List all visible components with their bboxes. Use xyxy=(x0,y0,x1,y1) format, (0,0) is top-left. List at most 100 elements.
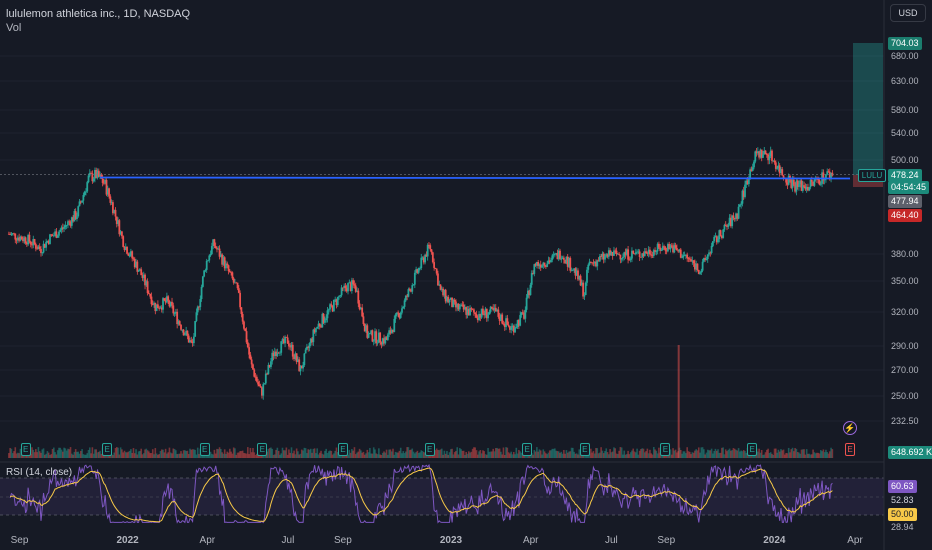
volume-bar xyxy=(187,454,190,458)
volume-bar xyxy=(169,452,172,458)
candle-body xyxy=(565,256,568,264)
volume-bar xyxy=(515,447,518,458)
volume-series xyxy=(8,345,834,458)
volume-bar xyxy=(688,451,691,458)
price-tick-label: 270.00 xyxy=(891,365,919,375)
earnings-badge[interactable]: E xyxy=(257,443,268,456)
volume-bar xyxy=(68,449,71,458)
candle-body xyxy=(341,287,344,289)
earnings-badge[interactable]: E xyxy=(199,443,210,456)
candle-body xyxy=(438,284,441,286)
candle-body xyxy=(652,250,655,256)
volume-bar xyxy=(713,450,715,458)
volume-bar xyxy=(44,454,46,458)
candle-body xyxy=(619,254,622,260)
candle-body xyxy=(33,239,36,245)
candle-body xyxy=(637,251,640,253)
volume-bar xyxy=(399,447,402,458)
volume-bar xyxy=(307,449,309,458)
volume-label[interactable]: Vol xyxy=(6,22,22,34)
candle-body xyxy=(732,215,735,219)
candle-body xyxy=(756,151,759,154)
earnings-badge[interactable]: E xyxy=(747,443,758,456)
candle-body xyxy=(435,268,438,274)
volume-bar xyxy=(781,450,784,458)
earnings-badge[interactable]: E xyxy=(20,443,31,456)
candle-body xyxy=(354,285,357,292)
volume-bar xyxy=(575,453,578,458)
volume-bar xyxy=(154,448,157,458)
candle-body xyxy=(47,240,50,244)
candle-body xyxy=(122,236,125,247)
volume-bar xyxy=(606,452,609,458)
volume-bar xyxy=(172,448,175,458)
volume-bar xyxy=(439,449,442,458)
volume-bar xyxy=(81,449,83,458)
earnings-badge[interactable]: E xyxy=(660,443,671,456)
ticker-badge[interactable]: LULU xyxy=(858,169,886,182)
candle-body xyxy=(535,262,538,266)
candle-body xyxy=(566,256,569,267)
horizontal-trendline[interactable] xyxy=(0,173,884,180)
volume-bar xyxy=(291,453,294,458)
volume-bar xyxy=(360,450,362,458)
volume-bar xyxy=(64,448,67,458)
chart-title[interactable]: lululemon athletica inc., 1D, NASDAQ xyxy=(6,8,191,20)
earnings-badge[interactable]: E xyxy=(337,443,348,456)
candle-body xyxy=(434,267,437,269)
earnings-badge[interactable]: E xyxy=(579,443,590,456)
candle-body xyxy=(124,246,127,250)
volume-bar xyxy=(816,452,818,458)
volume-bar xyxy=(397,452,399,458)
lightning-icon[interactable]: ⚡ xyxy=(843,421,857,435)
candle-body xyxy=(58,231,60,236)
volume-bar xyxy=(121,449,123,458)
volume-bar xyxy=(110,454,113,458)
volume-bar xyxy=(812,449,814,458)
volume-bar xyxy=(97,451,100,458)
prediction-box[interactable] xyxy=(853,43,883,187)
earnings-badge[interactable]: E xyxy=(102,443,113,456)
candle-body xyxy=(108,188,110,197)
candle-body xyxy=(246,342,249,348)
candle-body xyxy=(668,244,671,250)
candle-body xyxy=(543,262,546,266)
volume-bar xyxy=(74,449,77,458)
candle-body xyxy=(714,236,717,238)
candle-body xyxy=(578,275,581,280)
volume-bar xyxy=(651,454,654,458)
volume-bar xyxy=(412,451,415,458)
candle-body xyxy=(315,328,317,333)
volume-bar xyxy=(496,447,498,458)
last-price-tag: 478.24 xyxy=(888,169,922,182)
earnings-badge[interactable]: E xyxy=(424,443,435,456)
candle-body xyxy=(451,297,453,308)
candle-body xyxy=(659,247,662,251)
candle-body xyxy=(492,307,495,311)
volume-bar xyxy=(73,451,76,458)
candle-body xyxy=(487,314,489,319)
candle-body xyxy=(153,302,155,305)
candle-body xyxy=(210,246,213,254)
volume-bar xyxy=(715,450,718,458)
currency-button[interactable]: USD xyxy=(890,4,926,22)
volume-bar xyxy=(186,450,189,458)
candle-body xyxy=(466,309,469,315)
volume-bar xyxy=(226,451,229,458)
candle-body xyxy=(294,353,297,359)
candle-body xyxy=(191,341,194,344)
earnings-badge[interactable]: E xyxy=(522,443,533,456)
earnings-badge[interactable]: E xyxy=(845,443,855,456)
rsi-label[interactable]: RSI (14, close) xyxy=(6,467,73,478)
candle-body xyxy=(13,233,15,235)
volume-bar xyxy=(772,454,775,458)
volume-bar xyxy=(115,447,118,458)
volume-bar xyxy=(764,452,767,458)
volume-bar xyxy=(736,450,739,458)
volume-bar xyxy=(29,453,32,458)
candle-body xyxy=(729,217,732,227)
volume-bar xyxy=(654,449,656,458)
volume-bar xyxy=(663,454,665,458)
volume-bar xyxy=(628,454,631,458)
